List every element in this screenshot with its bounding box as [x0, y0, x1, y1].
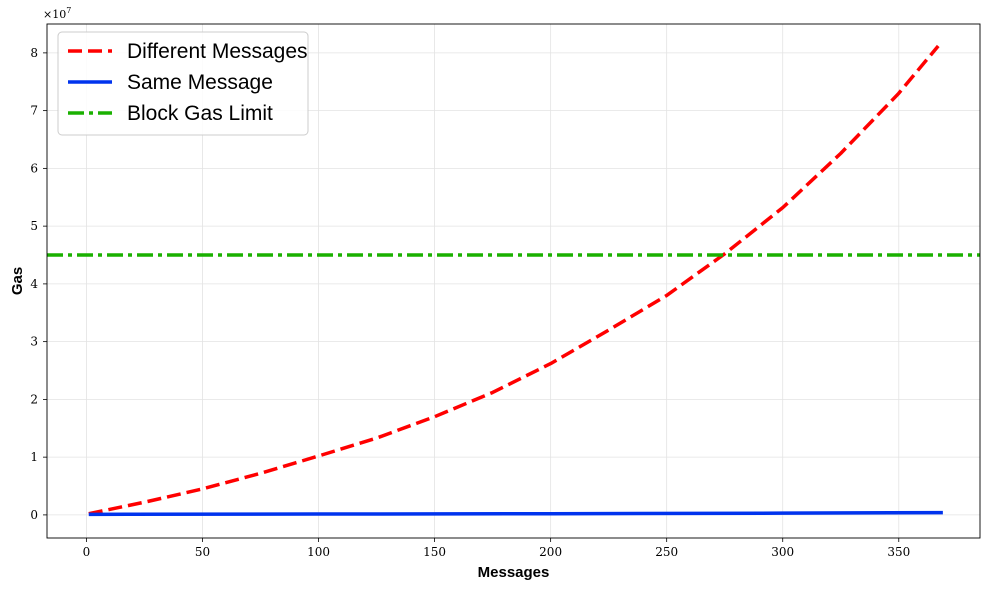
legend-label-2: Block Gas Limit [127, 102, 273, 125]
plot-frame [46, 23, 981, 539]
x-tick-label: 300 [771, 545, 794, 559]
x-tick-label: 0 [83, 545, 91, 559]
series-line-1 [88, 510, 943, 517]
x-tick-label: 350 [887, 545, 910, 559]
y-tick-label: 2 [30, 392, 38, 406]
y-tick-label: 1 [30, 450, 38, 464]
x-tick-label: 250 [655, 545, 678, 559]
x-axis-label: Messages [478, 564, 550, 581]
legend-box [57, 31, 309, 136]
x-tick-label: 50 [195, 545, 210, 559]
y-axis-label: Gas [9, 267, 26, 295]
x-tick-label: 200 [539, 545, 562, 559]
y-multiplier-label: ×107 [43, 6, 71, 21]
y-tick-label: 8 [30, 46, 38, 60]
y-tick-label: 5 [30, 219, 38, 233]
series-line-0 [88, 44, 940, 516]
x-tick-label: 100 [307, 545, 330, 559]
x-tick-label: 150 [423, 545, 446, 559]
legend: Different Messages Same Message Block Gas … [57, 31, 309, 136]
y-tick-label: 4 [30, 277, 38, 291]
legend-label-1: Same Message [127, 71, 273, 94]
legend-label-0: Different Messages [127, 40, 308, 63]
y-tick-label: 0 [30, 508, 38, 522]
y-tick-label: 6 [30, 161, 38, 175]
y-tick-label: 7 [30, 104, 38, 118]
series-group [47, 44, 980, 517]
y-tick-label: 3 [30, 335, 38, 349]
